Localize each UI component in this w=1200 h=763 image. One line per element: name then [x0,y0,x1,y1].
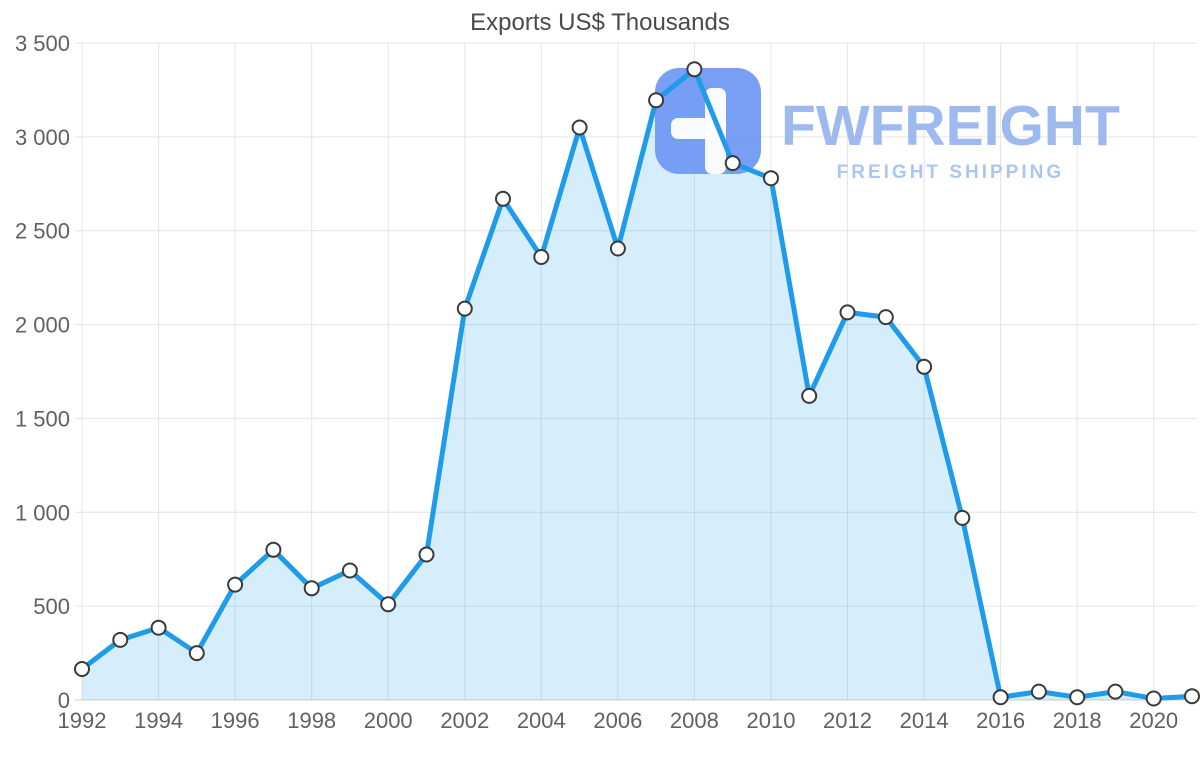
data-point-2004[interactable] [534,250,548,264]
data-point-2016[interactable] [994,690,1008,704]
data-point-1994[interactable] [152,621,166,635]
data-point-2005[interactable] [573,121,587,135]
data-point-2008[interactable] [687,62,701,76]
data-point-2013[interactable] [879,310,893,324]
data-point-2021[interactable] [1185,689,1199,703]
data-point-2007[interactable] [649,93,663,107]
series-line [82,69,1192,698]
data-point-1998[interactable] [305,581,319,595]
data-point-1992[interactable] [75,662,89,676]
data-point-2015[interactable] [955,511,969,525]
data-point-2002[interactable] [458,302,472,316]
data-point-2017[interactable] [1032,685,1046,699]
data-point-2001[interactable] [420,548,434,562]
data-point-2020[interactable] [1147,692,1161,706]
data-point-2006[interactable] [611,242,625,256]
data-point-1999[interactable] [343,564,357,578]
data-point-1995[interactable] [190,646,204,660]
data-point-2000[interactable] [381,597,395,611]
chart-series-layer [0,0,1200,763]
data-point-2011[interactable] [802,389,816,403]
data-point-1993[interactable] [113,633,127,647]
data-point-2010[interactable] [764,171,778,185]
data-point-2012[interactable] [841,305,855,319]
data-point-2019[interactable] [1108,685,1122,699]
data-point-2009[interactable] [726,156,740,170]
data-point-1996[interactable] [228,578,242,592]
chart-container: Exports US$ Thousands 05001 0001 5002 00… [0,0,1200,763]
data-point-1997[interactable] [266,543,280,557]
data-point-2018[interactable] [1070,690,1084,704]
data-point-2003[interactable] [496,192,510,206]
data-point-2014[interactable] [917,360,931,374]
